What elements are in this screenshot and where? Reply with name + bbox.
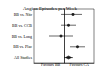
svg-text:Angina Episodes per Week: Angina Episodes per Week <box>23 6 78 11</box>
svg-text:BB vs. Long: BB vs. Long <box>12 34 32 39</box>
svg-text:BB vs. Nitr: BB vs. Nitr <box>14 12 33 17</box>
svg-text:Favours CA: Favours CA <box>70 62 90 67</box>
svg-text:All Studies: All Studies <box>14 55 32 60</box>
svg-text:BB vs. Plac: BB vs. Plac <box>13 44 32 49</box>
svg-text:BB vs. CCB: BB vs. CCB <box>12 23 32 28</box>
svg-text:Favours BB: Favours BB <box>41 62 61 67</box>
